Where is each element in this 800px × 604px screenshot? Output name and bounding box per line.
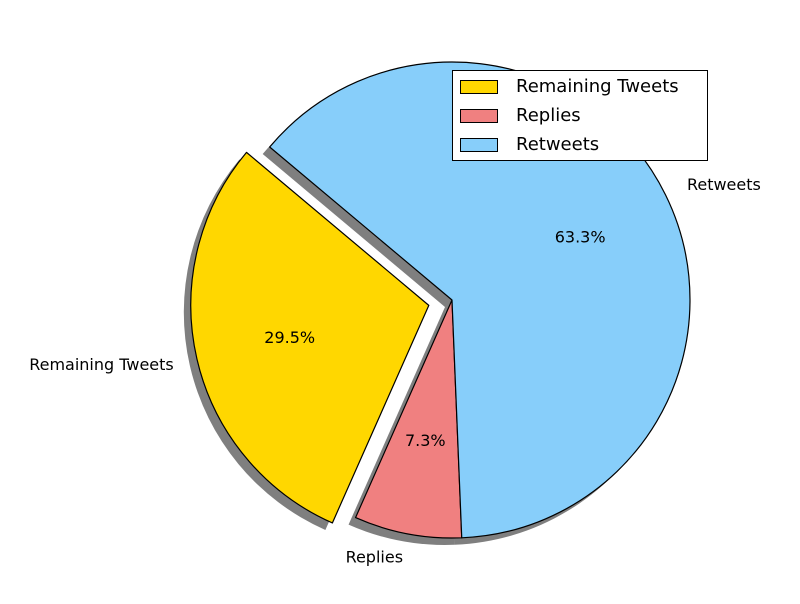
- legend-swatch-remaining-tweets: [460, 80, 498, 94]
- pie-percent-label-retweets: 63.3%: [555, 228, 606, 247]
- legend-item-retweets: Retweets: [460, 133, 599, 157]
- legend-label: Replies: [516, 105, 581, 126]
- pie-percent-label-replies: 7.3%: [405, 431, 446, 450]
- legend-item-remaining-tweets: Remaining Tweets: [460, 75, 679, 99]
- pie-wedge-layer: [190, 61, 691, 539]
- legend-label: Retweets: [516, 134, 600, 155]
- pie-slice-replies: [354, 299, 463, 539]
- pie-category-label-remaining-tweets: Remaining Tweets: [29, 355, 174, 374]
- legend-swatch-retweets: [460, 138, 498, 152]
- legend-item-replies: Replies: [460, 104, 581, 128]
- pie-slice-retweets: [269, 61, 691, 539]
- pie-slice-remaining-tweets: [190, 151, 430, 524]
- pie-category-label-replies: Replies: [346, 548, 403, 567]
- pie-label-layer: 29.5% Remaining Tweets 7.3% Replies 63.3% Ret…: [29, 175, 761, 567]
- legend-swatch-replies: [460, 109, 498, 123]
- legend-label: Remaining Tweets: [516, 76, 679, 97]
- pie-percent-label-remaining-tweets: 29.5%: [264, 328, 315, 347]
- pie-category-label-retweets: Retweets: [687, 175, 761, 194]
- legend: Remaining Tweets Replies Retweets: [452, 70, 708, 161]
